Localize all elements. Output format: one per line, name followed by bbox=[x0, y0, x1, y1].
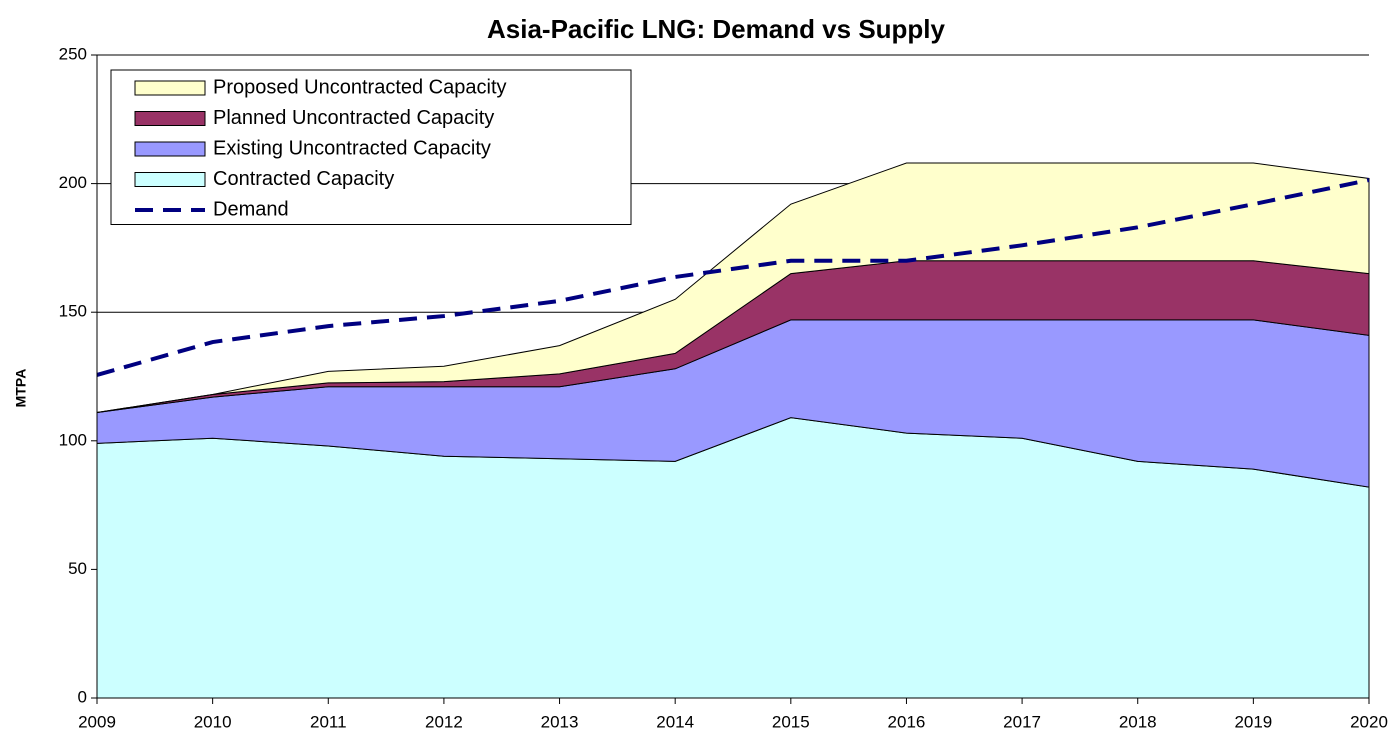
x-tick-label: 2019 bbox=[1234, 712, 1272, 731]
x-tick-label: 2013 bbox=[541, 712, 579, 731]
legend-swatch bbox=[134, 172, 206, 187]
x-tick-label: 2020 bbox=[1350, 712, 1388, 731]
legend-label: Contracted Capacity bbox=[213, 168, 394, 190]
x-tick-label: 2014 bbox=[656, 712, 694, 731]
y-tick-label: 0 bbox=[78, 687, 87, 706]
legend-label: Proposed Uncontracted Capacity bbox=[213, 76, 507, 98]
x-tick-label: 2010 bbox=[194, 712, 232, 731]
y-tick-label: 150 bbox=[59, 302, 87, 321]
legend: Proposed Uncontracted Capacity Planned Un… bbox=[110, 69, 632, 225]
x-tick-label: 2012 bbox=[425, 712, 463, 731]
legend-swatch bbox=[134, 80, 206, 96]
x-tick-label: 2009 bbox=[78, 712, 116, 731]
y-tick-label: 100 bbox=[59, 430, 87, 449]
x-tick-label: 2018 bbox=[1119, 712, 1157, 731]
legend-label: Existing Uncontracted Capacity bbox=[213, 137, 491, 159]
y-tick-label: 200 bbox=[59, 173, 87, 192]
legend-swatch bbox=[134, 141, 206, 157]
x-tick-label: 2015 bbox=[772, 712, 810, 731]
legend-label: Planned Uncontracted Capacity bbox=[213, 107, 494, 129]
demand-line bbox=[96, 178, 1370, 377]
y-axis-label: MTPA bbox=[13, 369, 29, 408]
chart-title: Asia-Pacific LNG: Demand vs Supply bbox=[487, 14, 946, 44]
x-tick-label: 2017 bbox=[1003, 712, 1041, 731]
legend-label: Demand bbox=[213, 198, 289, 220]
x-tick-label: 2016 bbox=[888, 712, 926, 731]
y-tick-label: 50 bbox=[68, 559, 87, 578]
y-tick-label: 250 bbox=[59, 44, 87, 63]
x-tick-label: 2011 bbox=[310, 712, 347, 731]
area bbox=[96, 162, 1370, 414]
legend-swatch bbox=[134, 111, 206, 126]
